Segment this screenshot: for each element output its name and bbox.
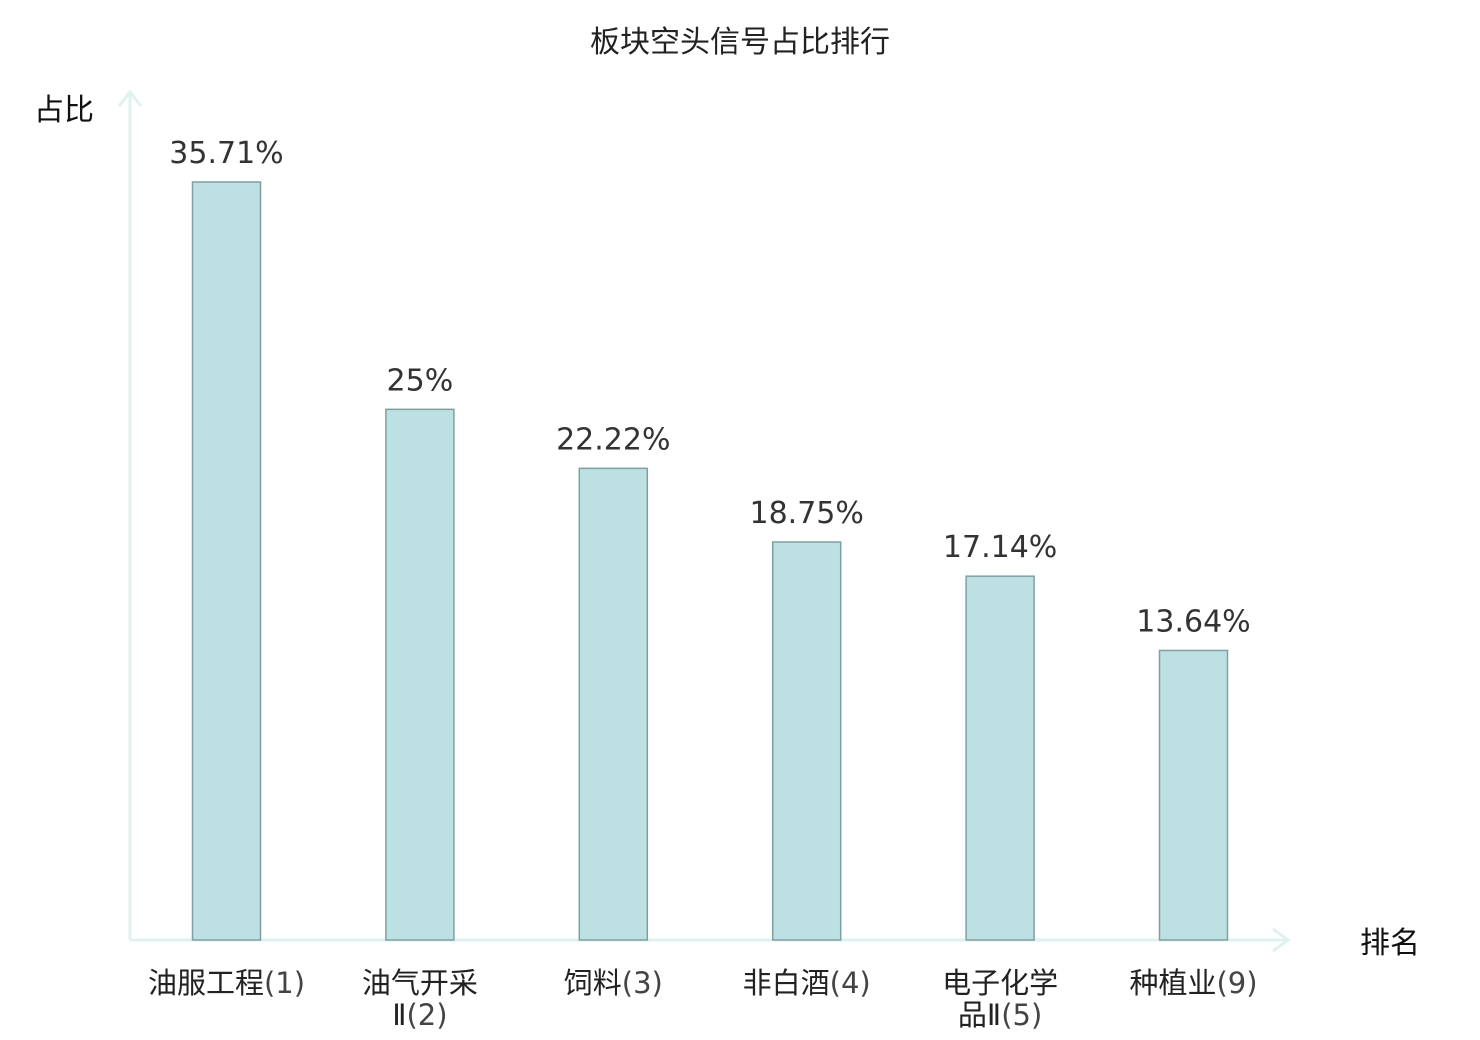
bar-value-label: 22.22% xyxy=(556,422,670,457)
bars-group xyxy=(191,181,1229,941)
category-name: 油服工程 xyxy=(148,966,264,1000)
bar xyxy=(385,408,455,941)
category-label: 非白酒(4) xyxy=(743,966,871,1000)
category-rank: (5) xyxy=(1001,998,1042,1032)
category-name: 油气开采 xyxy=(362,966,478,1000)
category-name: 非白酒 xyxy=(743,966,830,1000)
bar-value-label: 17.14% xyxy=(943,530,1057,565)
category-rank: (9) xyxy=(1216,966,1257,1000)
category-label: 饲料(3) xyxy=(564,966,663,1000)
bar-value-label: 25% xyxy=(387,363,454,398)
bar-value-label: 18.75% xyxy=(750,496,864,531)
category-label: 电子化学 xyxy=(942,966,1058,1000)
category-name: Ⅱ xyxy=(392,998,406,1032)
bar-value-label: 13.64% xyxy=(1136,604,1250,639)
x-axis-label: 排名 xyxy=(1360,926,1420,961)
bar xyxy=(191,181,262,941)
bar xyxy=(965,575,1035,941)
category-label: 油服工程(1) xyxy=(148,966,305,1000)
y-axis-arrow-icon xyxy=(117,89,143,107)
category-label: 种植业(9) xyxy=(1129,966,1257,1000)
bar xyxy=(771,541,842,941)
bar xyxy=(1158,649,1229,941)
category-name: 电子化学 xyxy=(942,966,1058,1000)
value-labels-group: 35.71% 25% 22.22% 18.75% 17.14% 13.64% xyxy=(169,136,1250,639)
category-name: 品Ⅱ xyxy=(958,998,1001,1032)
category-name: 种植业 xyxy=(1129,966,1216,1000)
x-axis-arrow-icon xyxy=(1272,927,1291,953)
category-label: 油气开采 xyxy=(362,966,478,1000)
category-label: Ⅱ(2) xyxy=(392,998,447,1032)
y-axis-label: 占比 xyxy=(34,93,94,128)
chart-title: 板块空头信号占比排行 xyxy=(590,25,890,60)
category-rank: (3) xyxy=(622,966,663,1000)
category-rank: (1) xyxy=(264,966,305,1000)
category-name: 饲料 xyxy=(564,966,622,1000)
category-rank: (4) xyxy=(830,966,871,1000)
category-label: 品Ⅱ(5) xyxy=(958,998,1042,1032)
bar-value-label: 35.71% xyxy=(169,136,283,171)
category-rank: (2) xyxy=(406,998,447,1032)
bar xyxy=(578,467,649,941)
